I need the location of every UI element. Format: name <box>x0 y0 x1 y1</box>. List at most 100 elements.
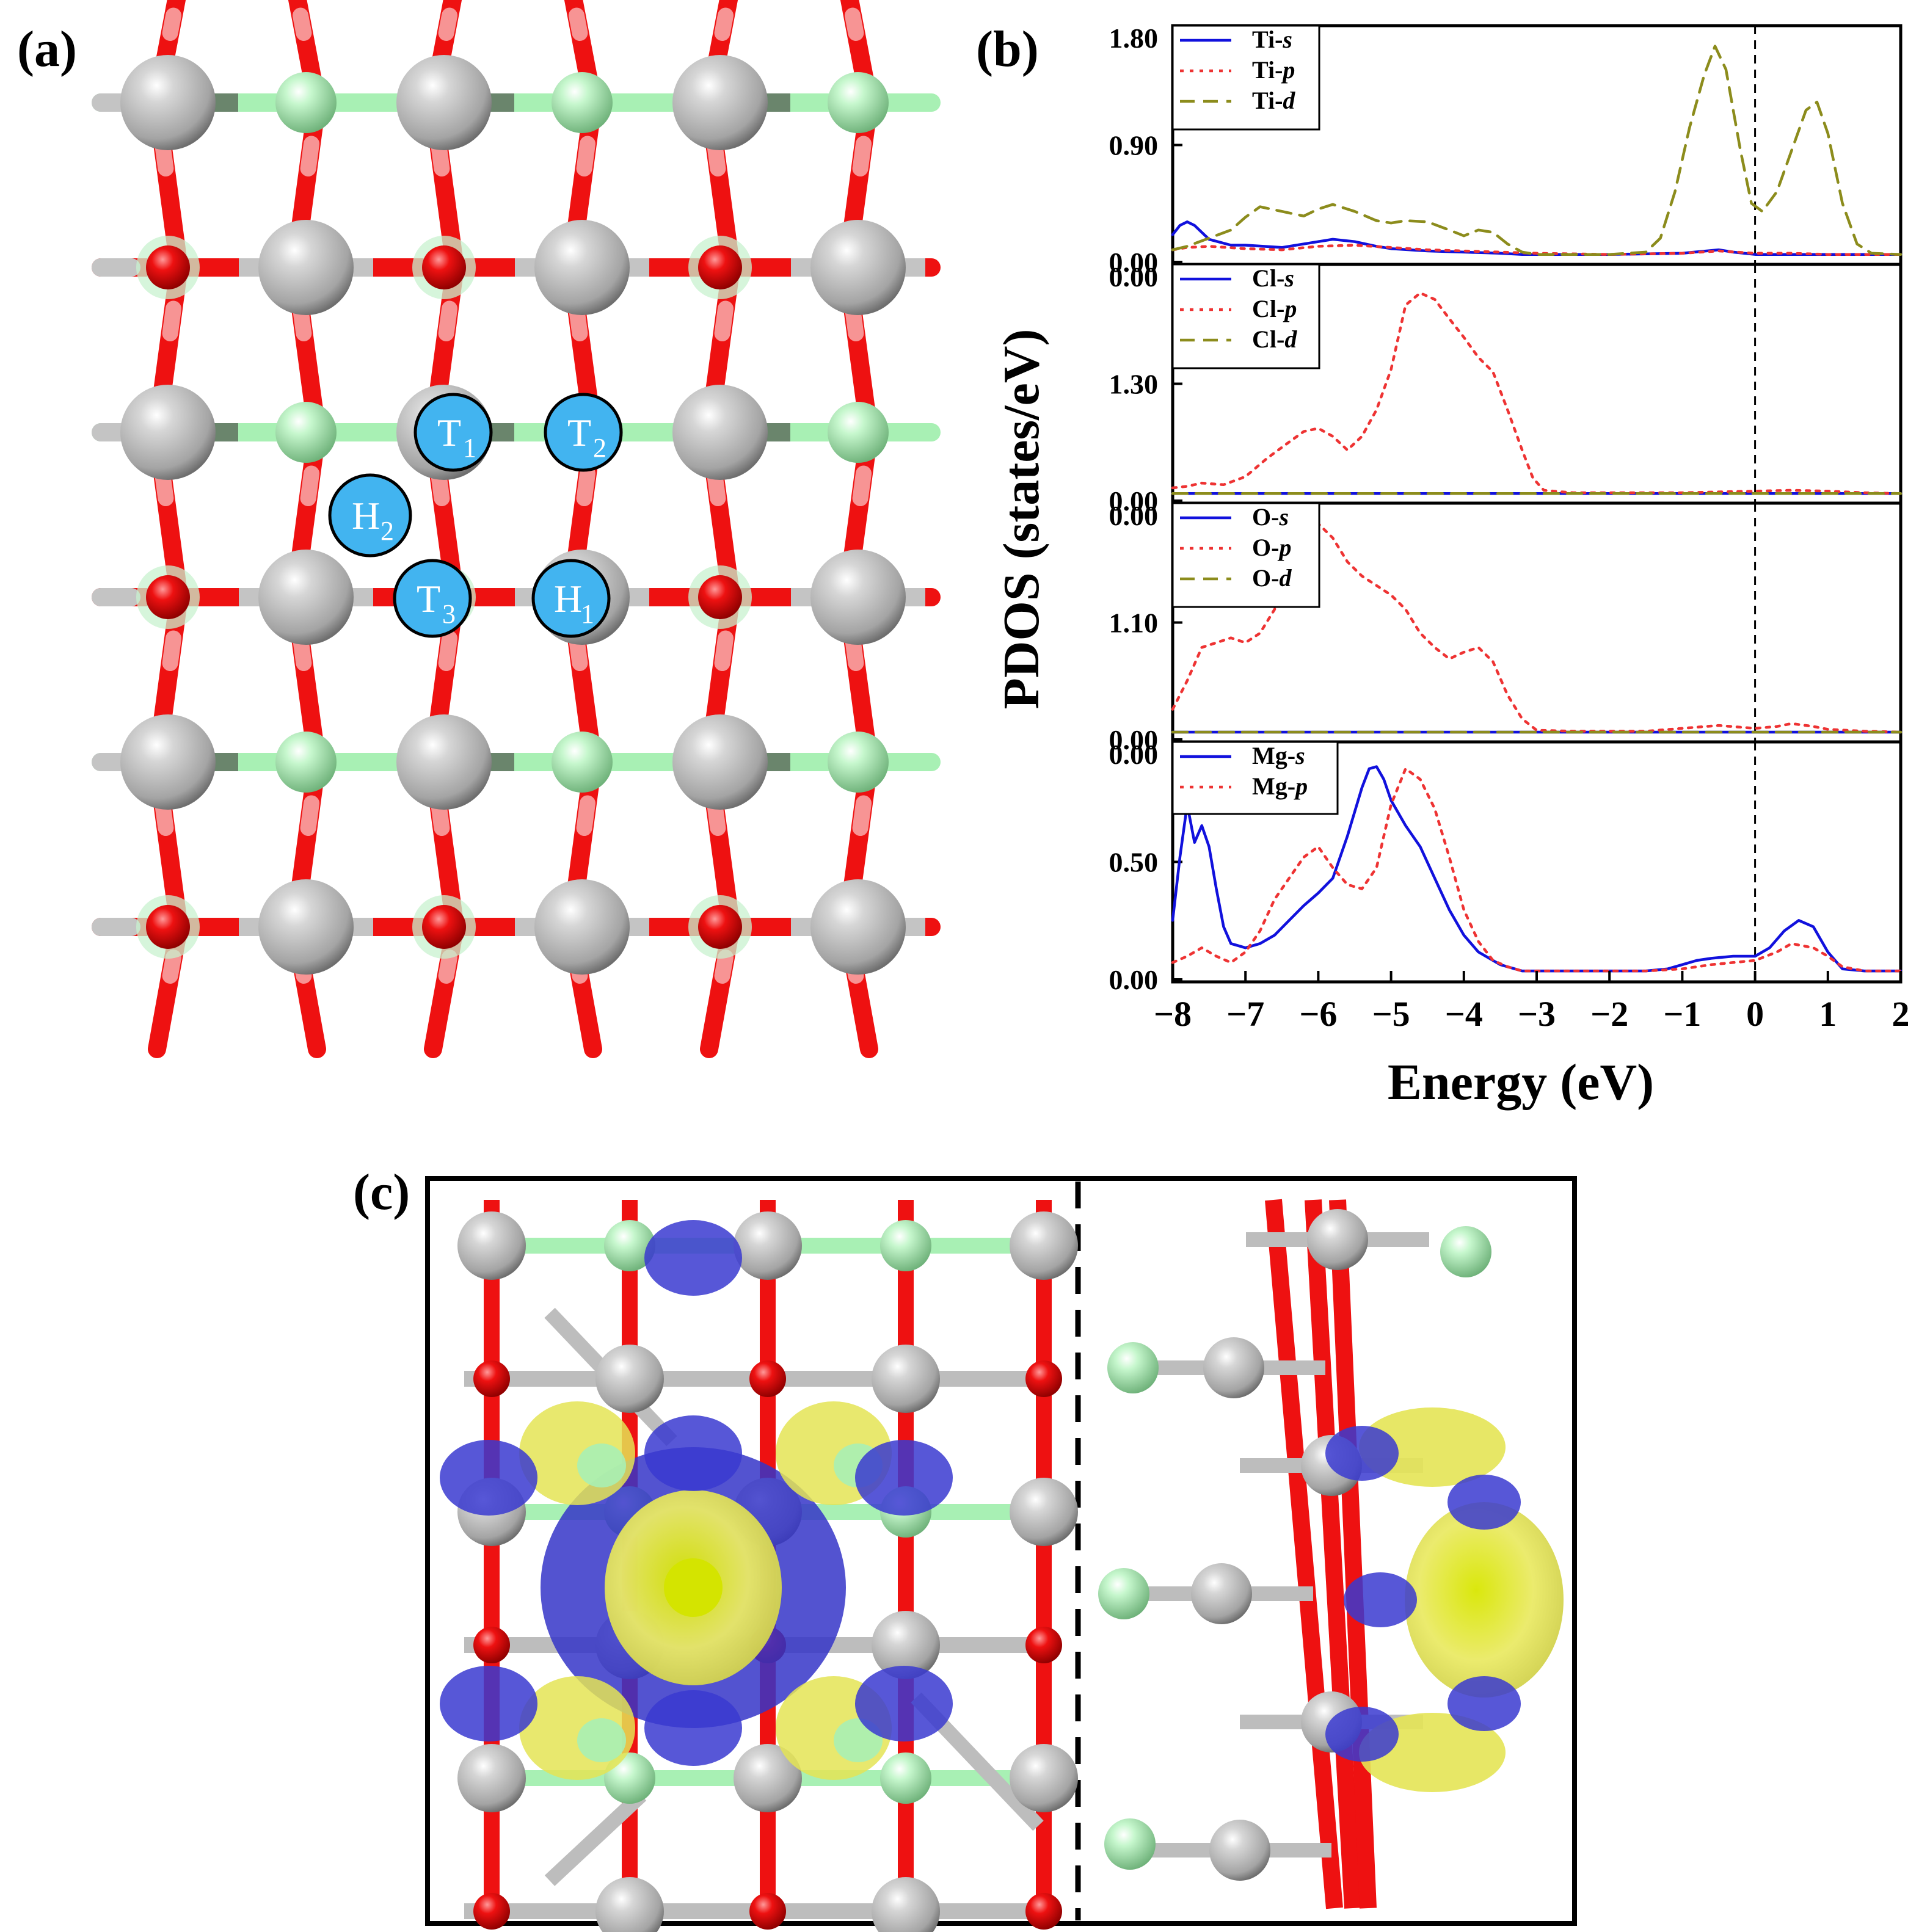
o-atom <box>146 905 190 949</box>
o-atom <box>473 1893 510 1930</box>
site-t1-sub: 1 <box>463 433 476 463</box>
y-tick-label: 0.00 <box>1109 964 1159 995</box>
x-tick-label: −5 <box>1372 994 1410 1034</box>
ti-atom <box>396 55 492 150</box>
x-tick-label: −8 <box>1154 994 1192 1034</box>
o-atom <box>473 1360 510 1397</box>
charge-depletion-lobe <box>440 1440 537 1516</box>
legend-label: Cl-d <box>1252 325 1297 353</box>
ti-atom <box>120 385 216 480</box>
charge-depletion-lobe <box>1448 1676 1521 1731</box>
charge-depletion-lobe <box>1325 1426 1399 1481</box>
pdos-series-line <box>1171 244 1903 256</box>
ti-atom <box>457 1744 526 1812</box>
cl-atom <box>577 1718 626 1762</box>
ti-atom <box>258 879 354 975</box>
legend-box <box>1171 502 1320 608</box>
legend-box <box>1171 24 1320 131</box>
rod-highlight <box>845 7 864 41</box>
rod-highlight <box>714 950 734 984</box>
ti-atom <box>672 714 768 810</box>
legend-label: Cl-p <box>1252 295 1297 322</box>
panel-a-lattice <box>92 0 941 1058</box>
site-h2-label: H <box>352 494 380 537</box>
o-atom <box>749 1360 786 1397</box>
ti-atom <box>120 714 216 810</box>
y-tick-label: 1.80 <box>1109 23 1159 54</box>
ti-atom <box>872 1345 940 1413</box>
ti-atom <box>1209 1820 1270 1881</box>
x-tick-label: 1 <box>1819 994 1837 1034</box>
ti-atom <box>1010 1478 1078 1546</box>
site-h1-label: H <box>554 577 582 620</box>
ti-atom <box>810 879 906 975</box>
o-atom <box>698 905 742 949</box>
charge-depletion-lobe <box>855 1666 953 1741</box>
pdos-series-line <box>1171 767 1903 973</box>
y-tick-label: 0.00 <box>1109 724 1159 755</box>
rod-highlight <box>852 136 872 176</box>
site-t3-sub: 3 <box>442 599 456 629</box>
cl-atom <box>577 1444 626 1487</box>
rod-highlight <box>293 7 312 41</box>
rod-highlight <box>300 465 319 506</box>
adsorption-sites: T 1 T 2 H 2 T 3 H 1 <box>328 393 623 638</box>
x-tick-label: −1 <box>1663 994 1701 1034</box>
ti-atom <box>810 550 906 645</box>
y-tick-label: 0.50 <box>1109 847 1159 878</box>
ti-atom <box>595 1877 664 1932</box>
o-rod <box>1265 1199 1343 1909</box>
x-tick-label: −7 <box>1226 994 1264 1034</box>
y-tick-label: 1.10 <box>1109 608 1159 639</box>
cl-atom <box>275 402 337 463</box>
rod-highlight <box>300 795 319 836</box>
o-atom <box>422 905 466 949</box>
ti-atom <box>457 1211 526 1280</box>
cl-atom <box>604 1220 655 1271</box>
ti-atom <box>810 220 906 315</box>
o-atom <box>146 245 190 289</box>
site-t2: T 2 <box>544 393 623 472</box>
cl-atom <box>880 1220 931 1271</box>
x-axis-label: Energy (eV) <box>1388 1054 1654 1111</box>
site-t3-label: T <box>417 577 440 620</box>
rod-highlight <box>576 136 595 176</box>
site-t2-label: T <box>567 411 591 454</box>
pdos-series-line <box>1171 765 1903 973</box>
rod-highlight <box>162 7 181 41</box>
panel-label-a: (a) <box>17 21 77 78</box>
x-tick-label: −3 <box>1518 994 1556 1034</box>
ti-atom <box>672 55 768 150</box>
x-tick-label: −6 <box>1299 994 1337 1034</box>
legend-label: Ti-d <box>1252 87 1295 114</box>
o-atom <box>146 575 190 619</box>
o-atom <box>473 1627 510 1663</box>
rod-highlight <box>438 630 457 671</box>
o-atom <box>698 575 742 619</box>
o-atom <box>1025 1893 1062 1930</box>
o-atom <box>749 1893 786 1930</box>
site-h2: H 2 <box>328 473 412 557</box>
rod-highlight <box>300 136 319 176</box>
rod-highlight <box>438 300 457 341</box>
ti-atom <box>1307 1209 1368 1270</box>
cl-atom <box>828 402 889 463</box>
rod-highlight <box>852 795 872 836</box>
legend-label: Mg-p <box>1252 772 1308 800</box>
ti-atom <box>534 220 630 315</box>
cl-atom <box>552 72 613 133</box>
charge-depletion-lobe <box>644 1415 742 1491</box>
rod-highlight <box>576 795 595 836</box>
legend-label: Mg-s <box>1252 742 1305 769</box>
cl-atom <box>828 72 889 133</box>
pdos-series-line <box>1171 522 1903 734</box>
o-rod <box>1329 1199 1377 1909</box>
y-tick-label: 0.90 <box>1109 130 1159 161</box>
ti-atom <box>872 1611 940 1679</box>
ti-atom <box>396 714 492 810</box>
site-t1: T 1 <box>413 393 493 472</box>
y-tick-label: 0.00 <box>1109 500 1159 531</box>
x-tick-label: 2 <box>1892 994 1910 1034</box>
site-h1: H 1 <box>531 559 611 638</box>
ti-bond <box>544 1790 647 1886</box>
